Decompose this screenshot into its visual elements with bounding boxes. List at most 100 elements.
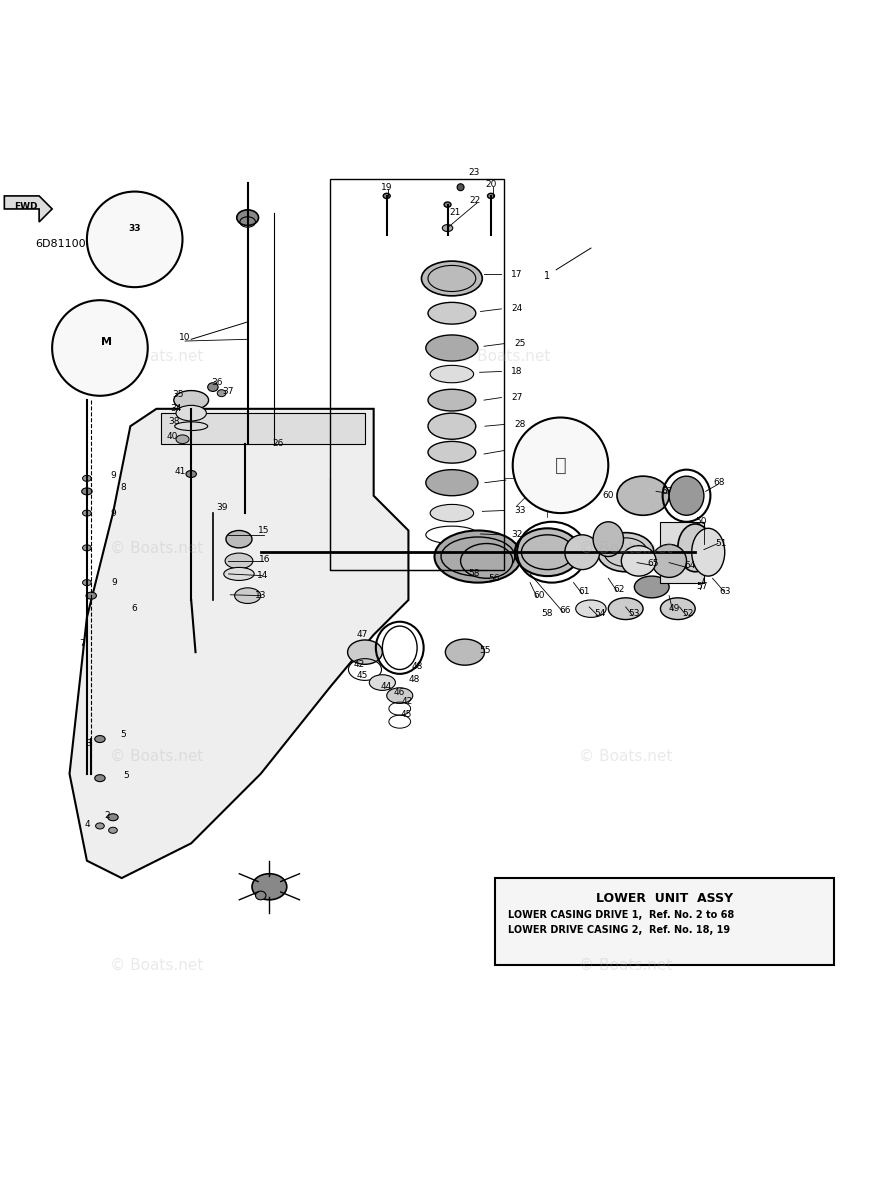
- Text: 27: 27: [511, 394, 523, 402]
- Bar: [660, 522, 704, 583]
- Ellipse shape: [426, 335, 478, 361]
- Text: 68: 68: [713, 478, 726, 487]
- Ellipse shape: [369, 674, 395, 690]
- Ellipse shape: [428, 442, 476, 463]
- Ellipse shape: [86, 592, 96, 599]
- Text: 54: 54: [594, 610, 606, 618]
- Text: 39: 39: [216, 503, 228, 511]
- Ellipse shape: [617, 476, 669, 515]
- Text: © Boats.net: © Boats.net: [579, 958, 673, 972]
- Text: 4: 4: [84, 820, 90, 829]
- Bar: [330, 179, 504, 570]
- Text: © Boats.net: © Boats.net: [109, 749, 203, 764]
- Text: © Boats.net: © Boats.net: [579, 749, 673, 764]
- Text: © Boats.net: © Boats.net: [579, 540, 673, 556]
- Text: 33: 33: [585, 466, 597, 474]
- Ellipse shape: [593, 522, 623, 557]
- Text: LOWER CASING DRIVE 1,  Ref. No. 2 to 68: LOWER CASING DRIVE 1, Ref. No. 2 to 68: [508, 911, 734, 920]
- Text: 26: 26: [272, 439, 284, 448]
- Text: 48: 48: [408, 676, 421, 684]
- Ellipse shape: [83, 475, 91, 481]
- Ellipse shape: [224, 568, 255, 581]
- Ellipse shape: [428, 302, 476, 324]
- Ellipse shape: [576, 600, 607, 617]
- Ellipse shape: [383, 193, 390, 198]
- Ellipse shape: [428, 389, 476, 410]
- FancyBboxPatch shape: [495, 878, 834, 965]
- Text: 3: 3: [86, 739, 91, 748]
- Ellipse shape: [186, 470, 196, 478]
- Ellipse shape: [446, 640, 485, 665]
- Text: 20: 20: [485, 180, 497, 190]
- Text: 58: 58: [541, 608, 554, 618]
- Ellipse shape: [678, 539, 713, 565]
- Circle shape: [52, 300, 148, 396]
- Ellipse shape: [598, 533, 653, 571]
- Text: 28: 28: [514, 420, 526, 428]
- Ellipse shape: [434, 530, 521, 583]
- Text: 34: 34: [169, 404, 182, 413]
- Text: 61: 61: [578, 587, 590, 596]
- Text: 31: 31: [163, 214, 176, 222]
- Text: 42: 42: [354, 660, 364, 668]
- Text: LOWER DRIVE CASING 2,  Ref. No. 18, 19: LOWER DRIVE CASING 2, Ref. No. 18, 19: [508, 925, 731, 935]
- Text: 55: 55: [479, 646, 491, 655]
- Ellipse shape: [96, 823, 104, 829]
- Ellipse shape: [217, 390, 226, 397]
- Ellipse shape: [461, 544, 513, 578]
- Text: 6D81100-D310: 6D81100-D310: [35, 239, 119, 248]
- Ellipse shape: [421, 262, 482, 296]
- Text: 15: 15: [257, 526, 269, 535]
- Text: 17: 17: [511, 270, 523, 278]
- Text: 36: 36: [211, 378, 223, 388]
- Text: 64: 64: [684, 560, 696, 570]
- Text: 8: 8: [121, 482, 126, 492]
- Ellipse shape: [660, 598, 695, 619]
- Text: 9: 9: [111, 578, 116, 587]
- Bar: [136, 230, 145, 248]
- Ellipse shape: [387, 688, 413, 703]
- Ellipse shape: [634, 576, 669, 598]
- Ellipse shape: [426, 469, 478, 496]
- Ellipse shape: [236, 210, 259, 226]
- Ellipse shape: [457, 184, 464, 191]
- Text: 🔧: 🔧: [554, 456, 567, 475]
- Text: 5: 5: [121, 730, 126, 739]
- Text: 22: 22: [470, 196, 481, 205]
- Text: 14: 14: [256, 571, 269, 580]
- Text: 37: 37: [222, 386, 234, 396]
- Bar: [87, 331, 100, 353]
- Bar: [161, 413, 365, 444]
- Text: 5: 5: [123, 772, 129, 780]
- Ellipse shape: [95, 775, 105, 781]
- Ellipse shape: [83, 510, 91, 516]
- Text: 57: 57: [696, 582, 708, 592]
- Ellipse shape: [608, 598, 643, 619]
- Text: 44: 44: [381, 683, 391, 691]
- Text: 30: 30: [515, 475, 527, 485]
- Ellipse shape: [108, 814, 118, 821]
- Text: 9: 9: [110, 509, 116, 517]
- Ellipse shape: [83, 545, 91, 551]
- Text: 51: 51: [715, 539, 727, 548]
- Ellipse shape: [82, 488, 92, 494]
- Text: 2: 2: [104, 811, 109, 820]
- Text: 29: 29: [514, 446, 526, 455]
- Text: 67: 67: [661, 487, 673, 496]
- Ellipse shape: [428, 413, 476, 439]
- Text: 10: 10: [179, 334, 191, 342]
- Text: 38: 38: [168, 418, 180, 426]
- Text: 40: 40: [166, 432, 178, 442]
- Text: 66: 66: [559, 606, 571, 614]
- Ellipse shape: [444, 202, 451, 208]
- Ellipse shape: [692, 528, 725, 576]
- Text: 41: 41: [174, 467, 186, 476]
- Ellipse shape: [514, 528, 580, 576]
- Text: 49: 49: [668, 604, 680, 613]
- Ellipse shape: [176, 434, 189, 444]
- Text: © Boats.net: © Boats.net: [109, 540, 203, 556]
- Ellipse shape: [430, 504, 474, 522]
- Text: © Boats.net: © Boats.net: [109, 349, 203, 364]
- Text: 53: 53: [628, 610, 640, 618]
- Text: 50: 50: [695, 517, 707, 527]
